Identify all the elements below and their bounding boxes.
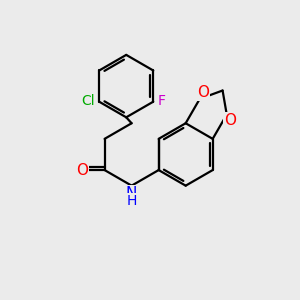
Text: N: N — [126, 186, 137, 201]
Text: F: F — [158, 94, 166, 108]
Text: O: O — [197, 85, 209, 100]
Text: O: O — [224, 113, 236, 128]
Text: H: H — [126, 194, 137, 208]
Text: Cl: Cl — [81, 94, 95, 108]
Text: O: O — [76, 163, 88, 178]
